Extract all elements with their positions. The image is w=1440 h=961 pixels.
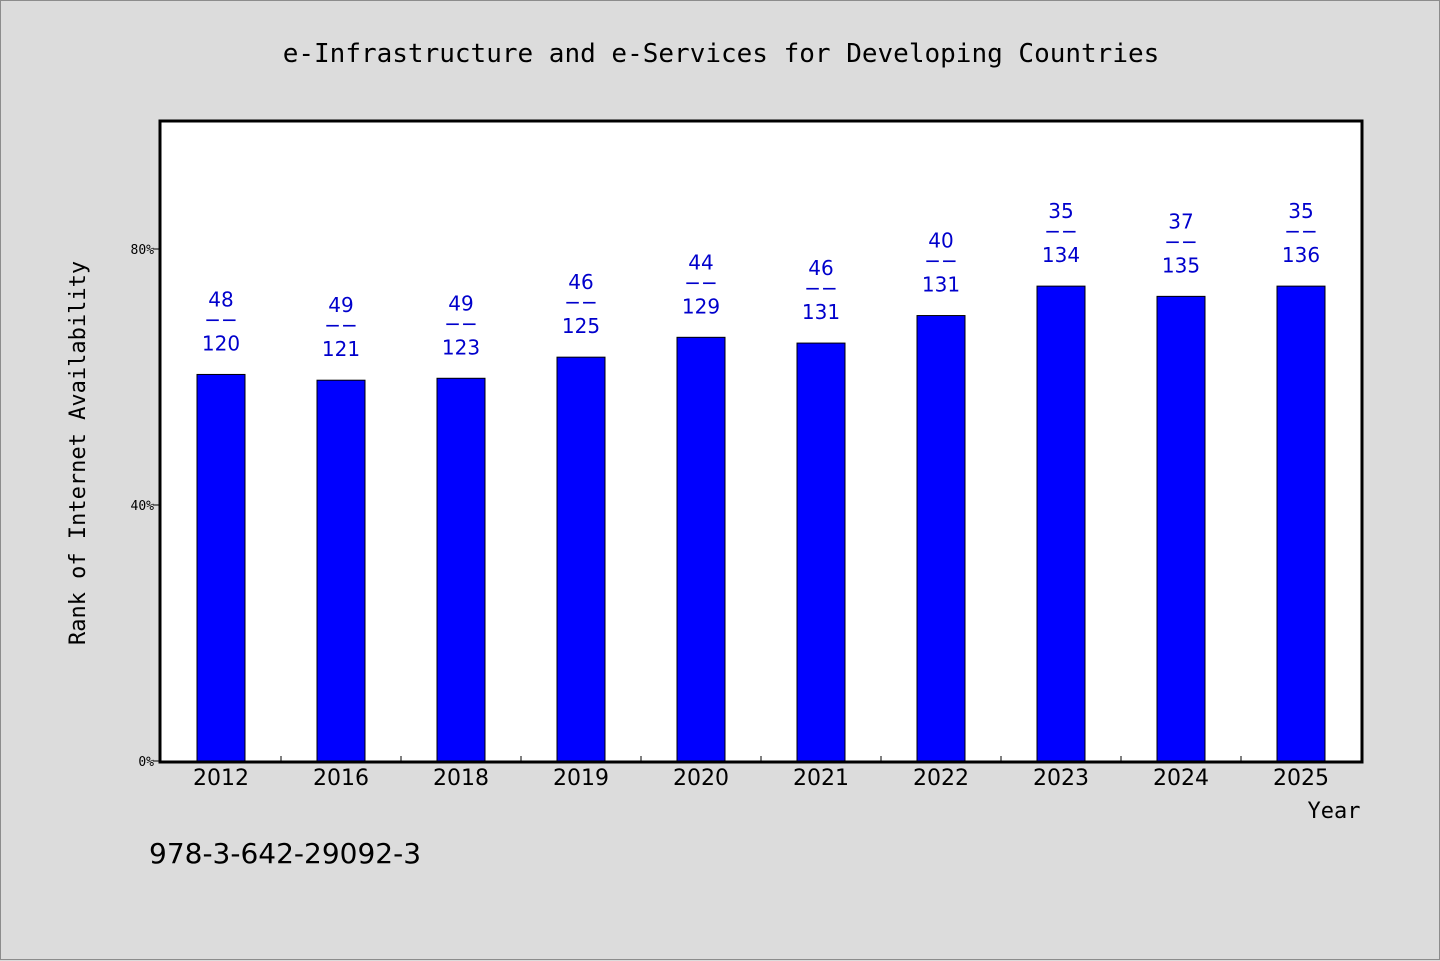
x-tick-label-2024: 2024 — [1153, 766, 1209, 791]
x-tick-label-2019: 2019 — [553, 766, 609, 791]
x-tick-label-2022: 2022 — [913, 766, 969, 791]
x-tick-labels-group: 2012 2016 2018 2019 2020 2021 2022 2023 2024 2025 — [193, 756, 1329, 791]
data-label-bottom-2016: 121 — [322, 337, 360, 361]
bar-2019 — [556, 356, 606, 762]
data-label-separator-2012: −− — [204, 307, 238, 331]
y-tick-label-80: 80% — [131, 243, 155, 258]
data-label-separator-2022: −− — [924, 249, 958, 273]
y-axis-label: Rank of Internet Availability — [66, 261, 91, 645]
data-label-separator-2023: −− — [1044, 219, 1078, 243]
data-label-bottom-2020: 129 — [682, 294, 720, 318]
bars-group — [196, 285, 1326, 762]
x-tick-label-2020: 2020 — [673, 766, 729, 791]
bar-2021 — [796, 342, 846, 762]
data-label-bottom-2024: 135 — [1162, 253, 1200, 277]
data-label-top-2024: 37 — [1168, 209, 1193, 233]
data-label-separator-2020: −− — [684, 270, 718, 294]
x-tick-label-2016: 2016 — [313, 766, 369, 791]
data-label-top-2019: 46 — [568, 270, 593, 294]
data-label-bottom-2019: 125 — [562, 314, 600, 338]
bar-2016 — [316, 379, 366, 762]
data-label-top-2012: 48 — [208, 287, 233, 311]
y-tick-label-40: 40% — [131, 499, 155, 514]
data-label-top-2025: 35 — [1288, 199, 1313, 223]
data-label-bottom-2022: 131 — [922, 273, 960, 297]
x-tick-label-2012: 2012 — [193, 766, 249, 791]
chart-title: e-Infrastructure and e-Services for Deve… — [283, 39, 1160, 69]
data-label-bottom-2023: 134 — [1042, 243, 1080, 267]
data-label-top-2022: 40 — [928, 229, 953, 253]
bar-2018 — [436, 377, 486, 762]
data-label-top-2018: 49 — [448, 291, 473, 315]
data-label-separator-2021: −− — [804, 276, 838, 300]
x-tick-label-2018: 2018 — [433, 766, 489, 791]
x-tick-label-2023: 2023 — [1033, 766, 1089, 791]
data-label-top-2023: 35 — [1048, 199, 1073, 223]
y-tick-labels-group: 0% 40% 80% — [131, 243, 161, 770]
x-tick-label-2025: 2025 — [1273, 766, 1329, 791]
data-label-top-2021: 46 — [808, 256, 833, 280]
data-label-bottom-2021: 131 — [802, 300, 840, 324]
data-label-separator-2024: −− — [1164, 229, 1198, 253]
data-label-separator-2025: −− — [1284, 219, 1318, 243]
bar-2020 — [676, 336, 726, 762]
data-label-top-2020: 44 — [688, 250, 713, 274]
bar-2024 — [1156, 295, 1206, 762]
bar-2023 — [1036, 285, 1086, 762]
data-label-separator-2016: −− — [324, 313, 358, 337]
bar-2022 — [916, 315, 966, 762]
data-label-separator-2018: −− — [444, 311, 478, 335]
x-tick-label-2021: 2021 — [793, 766, 849, 791]
data-labels-group: 48−−12049−−12149−−12346−−12544−−12946−−1… — [202, 199, 1320, 361]
data-label-bottom-2018: 123 — [442, 335, 480, 359]
data-label-separator-2019: −− — [564, 290, 598, 314]
y-tick-label-0: 0% — [138, 755, 154, 770]
x-axis-label: Year — [1308, 799, 1361, 824]
bar-2025 — [1276, 285, 1326, 762]
bar-2012 — [196, 373, 246, 762]
data-label-top-2016: 49 — [328, 293, 353, 317]
isbn-text: 978-3-642-29092-3 — [149, 837, 421, 870]
data-label-bottom-2012: 120 — [202, 331, 240, 355]
data-label-bottom-2025: 136 — [1282, 243, 1320, 267]
